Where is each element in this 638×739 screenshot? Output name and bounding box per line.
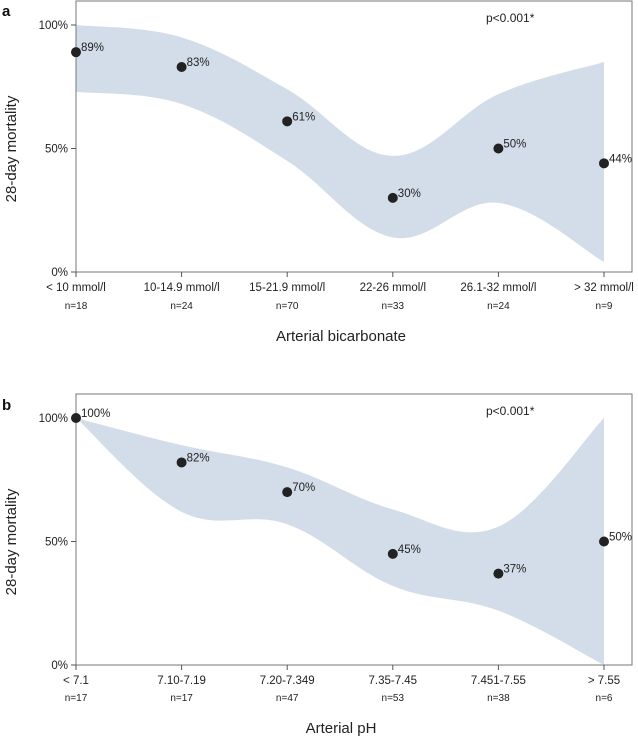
data-points: 100% 82% 70% 45% 37% 50% [71, 408, 632, 579]
confidence-band [76, 418, 604, 665]
x-tick-label: < 7.1 [63, 675, 89, 687]
x-tick-label: > 32 mmol/l [574, 282, 634, 294]
sample-size-label: n=53 [382, 693, 405, 704]
data-point [493, 568, 504, 579]
sample-size-label: n=33 [382, 301, 405, 312]
data-point [599, 536, 609, 547]
data-label: 89% [81, 42, 104, 54]
sample-size-label: n=9 [596, 301, 613, 312]
data-label: 70% [292, 482, 315, 494]
data-label: 82% [187, 452, 210, 464]
data-point [493, 143, 504, 154]
data-label: 30% [398, 188, 421, 200]
confidence-band [76, 25, 604, 263]
y-axis-ticks: 0% 50% 100% [39, 413, 76, 672]
data-point [282, 116, 293, 127]
sample-size-label: n=24 [487, 301, 510, 312]
x-axis-title: Arterial pH [306, 720, 377, 737]
x-tick-label: 7.20-7.349 [260, 675, 315, 687]
panel-letter-b: b [2, 397, 11, 414]
p-value-annotation: p<0.001* [486, 404, 535, 418]
y-tick-label: 0% [51, 267, 68, 279]
data-label: 44% [609, 153, 632, 165]
data-label: 100% [81, 408, 110, 420]
plot-frame [75, 0, 633, 273]
sample-size-label: n=6 [596, 693, 613, 704]
sample-size-label: n=47 [276, 693, 299, 704]
data-point [282, 487, 293, 498]
data-label: 83% [187, 57, 210, 69]
p-value-annotation: p<0.001* [486, 11, 535, 25]
x-tick-label: 7.451-7.55 [471, 675, 526, 687]
sample-size-label: n=18 [65, 301, 88, 312]
y-tick-label: 50% [45, 537, 68, 549]
y-axis-title: 28-day mortality [3, 95, 20, 202]
data-point [387, 192, 398, 203]
data-point [176, 61, 187, 72]
x-axis-title: Arterial bicarbonate [276, 328, 406, 345]
data-point [599, 158, 609, 169]
x-tick-label: 7.10-7.19 [157, 675, 206, 687]
x-tick-label: 7.35-7.45 [368, 675, 417, 687]
sample-size-label: n=38 [487, 693, 510, 704]
data-label: 37% [503, 564, 526, 576]
y-tick-label: 0% [51, 660, 68, 672]
sample-size-label: n=24 [170, 301, 193, 312]
x-tick-label: < 10 mmol/l [46, 282, 106, 294]
y-tick-label: 50% [45, 144, 68, 156]
plot-border [75, 0, 633, 273]
x-axis-ticks: < 7.1 n=17 7.10-7.19 n=17 7.20-7.349 n=47 7.35… [63, 665, 620, 704]
x-tick-label: 15-21.9 mmol/l [249, 282, 325, 294]
sample-size-label: n=17 [170, 693, 193, 704]
x-tick-label: 22-26 mmol/l [360, 282, 426, 294]
y-axis-title: 28-day mortality [3, 488, 20, 595]
x-tick-label: 26.1-32 mmol/l [460, 282, 536, 294]
y-tick-label: 100% [39, 20, 68, 32]
sample-size-label: n=17 [65, 693, 88, 704]
panel-b: b 0% 50% 100% < 7.1 n=17 7.10-7.19 n=17 7.20-7… [2, 393, 633, 737]
x-tick-label: 10-14.9 mmol/l [144, 282, 220, 294]
data-point [71, 413, 81, 423]
y-tick-label: 100% [39, 413, 68, 425]
panel-a: a 0% 50% 100% < 10 mmol/l n=18 10-14.9 mmol/… [2, 0, 634, 345]
data-label: 61% [292, 111, 315, 123]
plot-border [75, 393, 633, 666]
y-axis-ticks: 0% 50% 100% [39, 20, 76, 279]
plot-frame [75, 393, 633, 666]
data-points: 89% 83% 61% 30% 50% 44% [71, 42, 632, 203]
data-point [387, 548, 398, 559]
data-label: 50% [609, 532, 632, 544]
panel-letter-a: a [2, 3, 11, 20]
data-label: 45% [398, 544, 421, 556]
sample-size-label: n=70 [276, 301, 299, 312]
data-point [71, 47, 81, 58]
x-tick-label: > 7.55 [588, 675, 620, 687]
data-label: 50% [503, 139, 526, 151]
data-point [176, 457, 187, 468]
x-axis-ticks: < 10 mmol/l n=18 10-14.9 mmol/l n=24 15-21.9… [46, 272, 634, 312]
